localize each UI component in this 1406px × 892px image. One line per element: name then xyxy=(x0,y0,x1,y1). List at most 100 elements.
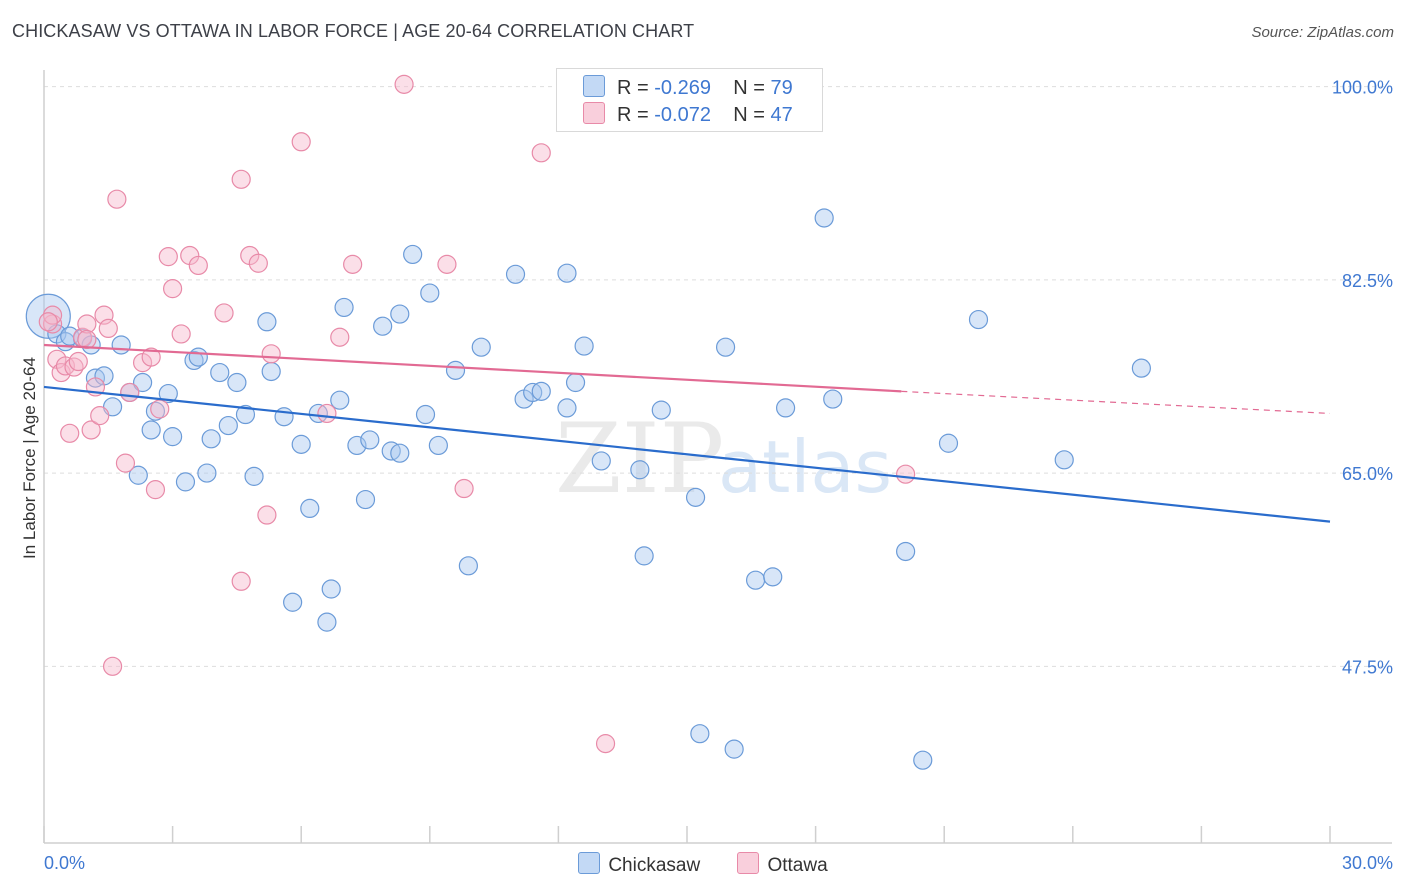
ottawa-legend-label: Ottawa xyxy=(767,855,828,876)
ottawa-point xyxy=(150,399,170,419)
chickasaw-point xyxy=(428,435,448,456)
y-tick-label: 100.0% xyxy=(1332,78,1393,98)
y-tick-label: 82.5% xyxy=(1342,271,1393,291)
chickasaw-point xyxy=(218,415,238,436)
chickasaw-point xyxy=(775,398,796,418)
chickasaw-point xyxy=(244,466,264,486)
ottawa-swatch xyxy=(583,102,605,124)
chickasaw-point xyxy=(128,465,148,485)
chickasaw-point xyxy=(531,381,551,401)
ottawa-point xyxy=(188,255,208,276)
chickasaw-point xyxy=(763,567,783,587)
chickasaw-point xyxy=(111,335,131,355)
chickasaw-point xyxy=(574,336,594,356)
chickasaw-point xyxy=(1054,450,1074,470)
source-label: Source: ZipAtlas.com xyxy=(1251,24,1394,41)
chickasaw-point xyxy=(630,460,650,480)
legend-r-label: R = xyxy=(617,77,655,99)
y-tick-label: 65.0% xyxy=(1342,464,1393,484)
ottawa-point xyxy=(394,74,414,94)
chickasaw-point xyxy=(415,404,436,425)
chickasaw-point xyxy=(505,264,526,284)
ottawa-point xyxy=(115,453,136,473)
ottawa-point xyxy=(158,247,178,267)
chart-title: CHICKASAW VS OTTAWA IN LABOR FORCE | AGE… xyxy=(12,21,695,41)
ottawa-point xyxy=(60,423,80,443)
ottawa-legend-swatch xyxy=(737,852,760,874)
chickasaw-point xyxy=(283,592,303,612)
chickasaw-point xyxy=(557,263,577,283)
legend-row-ottawa: R = -0.072 N = 47 xyxy=(583,102,793,126)
ottawa-point xyxy=(90,406,110,426)
chickasaw-point xyxy=(261,361,281,382)
chickasaw-point xyxy=(321,579,341,599)
ottawa-point xyxy=(214,303,234,323)
ottawa-trendline xyxy=(43,343,902,393)
chickasaw-point xyxy=(420,283,440,303)
ottawa-point xyxy=(595,734,616,754)
legend-n-label: N = xyxy=(733,77,771,99)
chickasaw-point xyxy=(132,372,153,393)
chickasaw-point xyxy=(360,430,380,450)
chickasaw-point xyxy=(197,463,217,483)
ottawa-point xyxy=(77,329,97,350)
ottawa-point xyxy=(896,464,916,484)
ottawa-point xyxy=(437,254,457,274)
ottawa-point xyxy=(120,382,140,403)
chickasaw-point xyxy=(896,541,916,562)
chickasaw-point xyxy=(685,487,706,507)
x-tick-label-max: 30.0% xyxy=(1342,853,1393,873)
chickasaw-point xyxy=(471,337,491,357)
chickasaw-r-value: -0.269 xyxy=(654,77,711,99)
chickasaw-point xyxy=(188,347,208,367)
chickasaw-point xyxy=(690,724,710,744)
chickasaw-point xyxy=(968,309,989,330)
chickasaw-point xyxy=(390,304,410,324)
chickasaw-point xyxy=(724,739,744,759)
chickasaw-n-value: 79 xyxy=(770,77,793,99)
chickasaw-point xyxy=(373,316,393,336)
chickasaw-point xyxy=(141,420,161,440)
chickasaw-point xyxy=(565,372,586,393)
legend-n-label: N = xyxy=(733,104,771,126)
chickasaw-legend-label: Chickasaw xyxy=(608,855,701,876)
watermark-zip: ZIP xyxy=(555,403,724,515)
ottawa-point xyxy=(141,347,161,367)
chickasaw-trendline xyxy=(43,385,1331,523)
ottawa-point xyxy=(330,327,350,347)
chickasaw-point xyxy=(591,451,611,471)
chickasaw-swatch xyxy=(583,75,605,97)
chickasaw-point xyxy=(163,427,183,447)
chickasaw-point xyxy=(390,443,410,463)
chickasaw-point xyxy=(210,362,230,383)
correlation-legend: R = -0.269 N = 79 R = -0.072 N = 47 xyxy=(556,68,823,132)
ottawa-point xyxy=(38,312,58,332)
ottawa-point xyxy=(163,279,183,299)
ottawa-point xyxy=(231,571,251,591)
chickasaw-point xyxy=(158,383,178,404)
chickasaw-point xyxy=(330,390,350,410)
chickasaw-point xyxy=(745,570,766,590)
ottawa-point xyxy=(531,143,551,163)
chickasaw-point xyxy=(201,429,221,449)
ottawa-point xyxy=(107,189,127,209)
chickasaw-point xyxy=(651,400,671,420)
ottawa-point xyxy=(257,505,277,525)
ottawa-point xyxy=(454,478,474,499)
chickasaw-point xyxy=(334,297,354,318)
legend-item-ottawa: Ottawa xyxy=(737,852,828,877)
chickasaw-point xyxy=(291,434,311,454)
ottawa-trendline-extension xyxy=(901,390,1331,415)
chickasaw-point xyxy=(445,360,466,380)
chickasaw-point xyxy=(458,556,478,576)
y-tick-label: 47.5% xyxy=(1342,657,1393,677)
series-legend: Chickasaw Ottawa xyxy=(0,852,1406,877)
chickasaw-legend-swatch xyxy=(578,852,601,874)
ottawa-point xyxy=(77,314,97,334)
chickasaw-point xyxy=(175,472,196,492)
chickasaw-point xyxy=(355,489,376,510)
ottawa-r-value: -0.072 xyxy=(654,104,711,126)
ottawa-point xyxy=(145,480,166,500)
ottawa-point xyxy=(317,403,337,424)
